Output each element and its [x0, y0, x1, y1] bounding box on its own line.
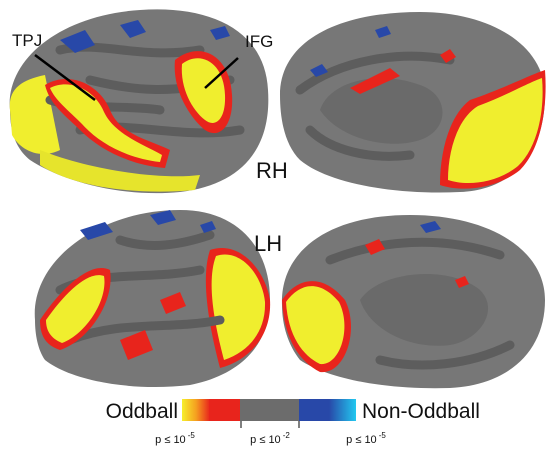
brain-region: [9, 75, 61, 155]
rh-medial: [280, 12, 546, 193]
colorbar-tick-label: p ≤ 10 -2: [250, 431, 290, 446]
ifg-pointer: [204, 57, 239, 89]
brain-region: [325, 237, 515, 370]
ifg-label: IFG: [245, 32, 273, 51]
brain-region: [181, 58, 226, 123]
brain-region: [420, 221, 441, 233]
colorbar-red: [209, 399, 241, 421]
tick-exponent: -5: [379, 431, 387, 440]
brain-region: [45, 42, 245, 138]
brain-region: [360, 273, 489, 346]
brain-region: [310, 26, 391, 77]
rh-lateral: [9, 9, 269, 194]
brain-region: [350, 49, 456, 94]
legend-right: Non-Oddball: [362, 400, 480, 423]
brain-region: [286, 286, 345, 365]
brain-region: [211, 254, 266, 360]
tick-base: p ≤ 10: [155, 434, 186, 446]
legend-left: Oddball: [106, 400, 178, 423]
brain-region: [295, 51, 455, 161]
brain-region: [46, 275, 105, 343]
tick-exponent: -2: [283, 431, 291, 440]
tick-base: p ≤ 10: [250, 434, 281, 446]
brain-region: [365, 239, 469, 288]
lh-medial: [281, 215, 545, 389]
brain-region: [448, 78, 543, 184]
colorbar: [182, 399, 356, 428]
tick-exponent: -5: [188, 431, 196, 440]
lh-lateral: [34, 210, 271, 388]
colorbar-tick-label: p ≤ 10 -5: [346, 431, 386, 446]
lh-label: LH: [254, 231, 282, 256]
tpj-label: TPJ: [12, 31, 42, 50]
rh-label: RH: [256, 158, 288, 183]
brain-region: [320, 78, 443, 144]
colorbar-tick-label: p ≤ 10 -5: [155, 431, 195, 446]
brain-region: [40, 150, 200, 192]
tick-base: p ≤ 10: [346, 434, 377, 446]
brain-region: [120, 292, 186, 360]
colorbar-gray: [240, 399, 300, 421]
brain-region: [60, 20, 230, 53]
tpj-pointer: [34, 54, 96, 101]
colorbar-blue: [299, 399, 330, 421]
brain-region: [80, 210, 216, 240]
colorbar-cool: [329, 399, 356, 421]
brain-region: [50, 84, 162, 162]
colorbar-warm: [182, 399, 210, 421]
